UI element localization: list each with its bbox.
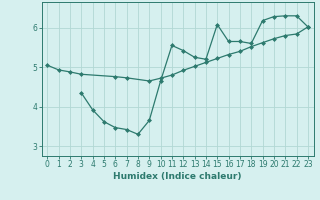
X-axis label: Humidex (Indice chaleur): Humidex (Indice chaleur) — [113, 172, 242, 181]
